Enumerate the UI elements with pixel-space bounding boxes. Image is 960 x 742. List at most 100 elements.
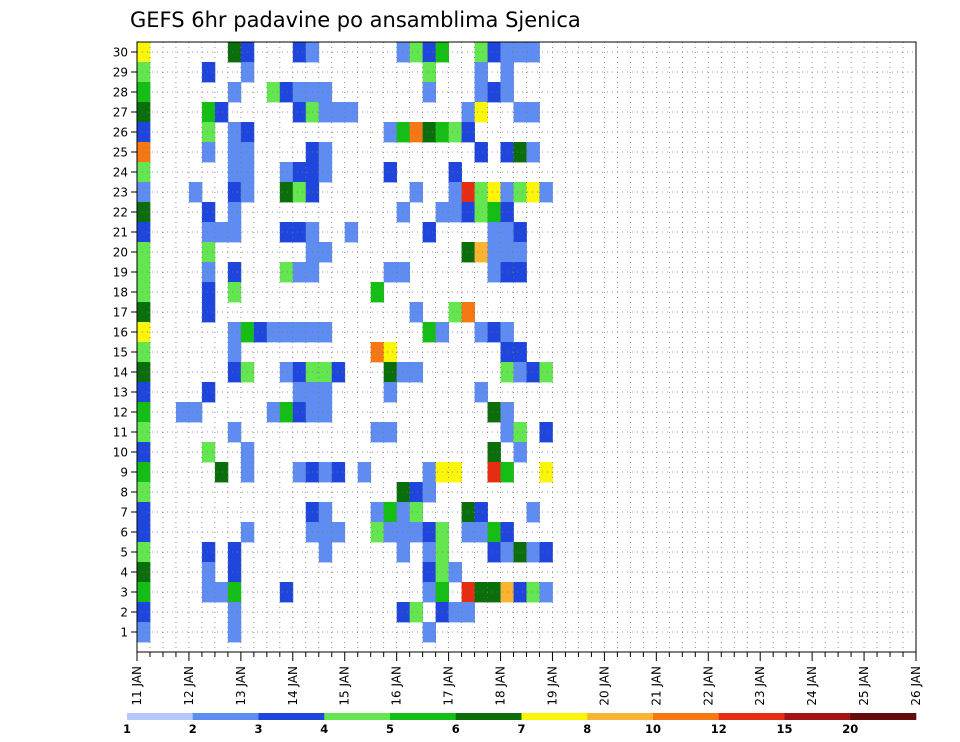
precip-cell-m17-s5 xyxy=(201,302,216,323)
precip-cell-m15-s19 xyxy=(383,342,398,363)
precip-cell-m11-s19 xyxy=(383,422,398,443)
precip-cell-m15-s7 xyxy=(227,342,242,363)
precip-cell-m4-s22 xyxy=(422,562,437,583)
precip-cell-m26-s24 xyxy=(448,122,462,143)
precip-cell-m19-s20 xyxy=(396,262,411,283)
precip-cell-m14-s11 xyxy=(279,362,294,383)
y-tick-label: 22 xyxy=(113,206,128,220)
precip-cell-m20-s29 xyxy=(513,242,527,263)
precip-cell-m11-s0 xyxy=(137,422,151,443)
precip-cell-m20-s5 xyxy=(201,242,216,263)
precip-cell-m21-s6 xyxy=(214,222,229,243)
precip-cell-m21-s16 xyxy=(344,222,359,243)
precip-cell-m22-s25 xyxy=(461,202,475,223)
precip-cell-m3-s26 xyxy=(474,582,488,603)
colorbar-label: 1 xyxy=(123,722,131,736)
y-tick-label: 8 xyxy=(120,486,128,500)
colorbar-label: 2 xyxy=(189,722,197,736)
precip-cell-m23-s26 xyxy=(474,182,488,203)
precip-cell-m18-s0 xyxy=(137,282,151,303)
precip-cell-m16-s7 xyxy=(227,322,242,343)
precip-cell-m9-s0 xyxy=(137,462,151,483)
precip-cell-m12-s14 xyxy=(318,402,333,423)
precip-cell-m3-s22 xyxy=(422,582,437,603)
precip-cell-m26-s19 xyxy=(383,122,398,143)
precip-cell-m28-s22 xyxy=(422,82,437,103)
colorbar-swatch xyxy=(587,713,654,720)
precip-cell-m12-s11 xyxy=(279,402,294,423)
precip-cell-m23-s4 xyxy=(188,182,203,203)
precip-cell-m1-s0 xyxy=(137,622,151,643)
precip-cell-m11-s7 xyxy=(227,422,242,443)
precip-cell-m24-s7 xyxy=(227,162,242,183)
precip-cell-m9-s27 xyxy=(487,462,501,483)
precip-cell-m6-s14 xyxy=(318,522,333,543)
precip-cell-m17-s24 xyxy=(448,302,462,323)
x-tick-label: 21 JAN xyxy=(649,666,663,706)
precip-cell-m7-s30 xyxy=(526,502,540,523)
precip-cell-m13-s12 xyxy=(292,382,307,403)
precip-cell-m21-s29 xyxy=(513,222,527,243)
precip-cell-m12-s12 xyxy=(292,402,307,423)
precip-cell-m9-s24 xyxy=(448,462,462,483)
precip-cell-m20-s25 xyxy=(461,242,475,263)
precip-cell-m20-s14 xyxy=(318,242,333,263)
colorbar-label: 12 xyxy=(711,722,727,736)
y-tick-label: 25 xyxy=(113,146,128,160)
precip-cell-m3-s25 xyxy=(461,582,475,603)
precip-cell-m9-s12 xyxy=(292,462,307,483)
precip-cell-m28-s11 xyxy=(279,82,294,103)
precip-cell-m22-s7 xyxy=(227,202,242,223)
precip-cell-m19-s7 xyxy=(227,262,242,283)
precip-cell-m5-s29 xyxy=(513,542,527,563)
precip-cell-m19-s27 xyxy=(487,262,501,283)
colorbar-swatch xyxy=(324,713,391,720)
colorbar-label: 15 xyxy=(776,722,792,736)
dotted-grid xyxy=(137,42,916,652)
y-tick-label: 12 xyxy=(113,406,128,420)
precip-cell-m26-s22 xyxy=(422,122,437,143)
y-tick-label: 28 xyxy=(113,86,128,100)
precip-cell-m30-s12 xyxy=(292,42,307,63)
precip-cell-m26-s25 xyxy=(461,122,475,143)
precip-cell-m19-s19 xyxy=(383,262,398,283)
precip-cell-m20-s0 xyxy=(137,242,151,263)
precip-cell-m13-s19 xyxy=(383,382,398,403)
precip-cell-m19-s5 xyxy=(201,262,216,283)
x-tick-label: 23 JAN xyxy=(753,666,767,706)
precip-cell-m17-s21 xyxy=(409,302,424,323)
precip-cell-m2-s20 xyxy=(396,602,411,623)
precip-cell-m28-s14 xyxy=(318,82,333,103)
precip-cell-m23-s27 xyxy=(487,182,501,203)
precip-cell-m27-s25 xyxy=(461,102,475,123)
precip-cell-m5-s27 xyxy=(487,542,501,563)
precip-cell-m23-s29 xyxy=(513,182,527,203)
precip-cell-m25-s7 xyxy=(227,142,242,163)
precip-cell-m5-s7 xyxy=(227,542,242,563)
precip-cell-m24-s12 xyxy=(292,162,307,183)
precip-cell-m28-s0 xyxy=(137,82,151,103)
precip-cell-m30-s30 xyxy=(526,42,540,63)
y-tick-label: 10 xyxy=(113,446,128,460)
precip-cell-m16-s9 xyxy=(253,322,268,343)
precip-cell-m23-s21 xyxy=(409,182,424,203)
precip-cell-m26-s7 xyxy=(227,122,242,143)
y-tick-label: 9 xyxy=(120,466,128,480)
precip-cell-m25-s5 xyxy=(201,142,216,163)
colorbar-swatch xyxy=(192,713,259,720)
precip-cell-m5-s31 xyxy=(539,542,553,563)
precip-cell-m22-s27 xyxy=(487,202,501,223)
precip-cell-m19-s12 xyxy=(292,262,307,283)
precip-cell-m1-s7 xyxy=(227,622,242,643)
precip-cell-m28-s27 xyxy=(487,82,501,103)
precip-cell-m29-s0 xyxy=(137,62,151,83)
precip-cell-m9-s22 xyxy=(422,462,437,483)
precip-cell-m21-s7 xyxy=(227,222,242,243)
y-tick-label: 18 xyxy=(113,286,128,300)
colorbar-swatch xyxy=(258,713,325,720)
chart-title: GEFS 6hr padavine po ansamblima Sjenica xyxy=(130,8,581,32)
x-tick-label: 14 JAN xyxy=(286,666,300,706)
x-axis: 11 JAN 12 JAN 13 JAN 14 JAN 15 JAN 16 JAN 17 J… xyxy=(130,652,923,706)
y-tick-label: 3 xyxy=(120,586,128,600)
precip-cell-m27-s15 xyxy=(331,102,346,123)
